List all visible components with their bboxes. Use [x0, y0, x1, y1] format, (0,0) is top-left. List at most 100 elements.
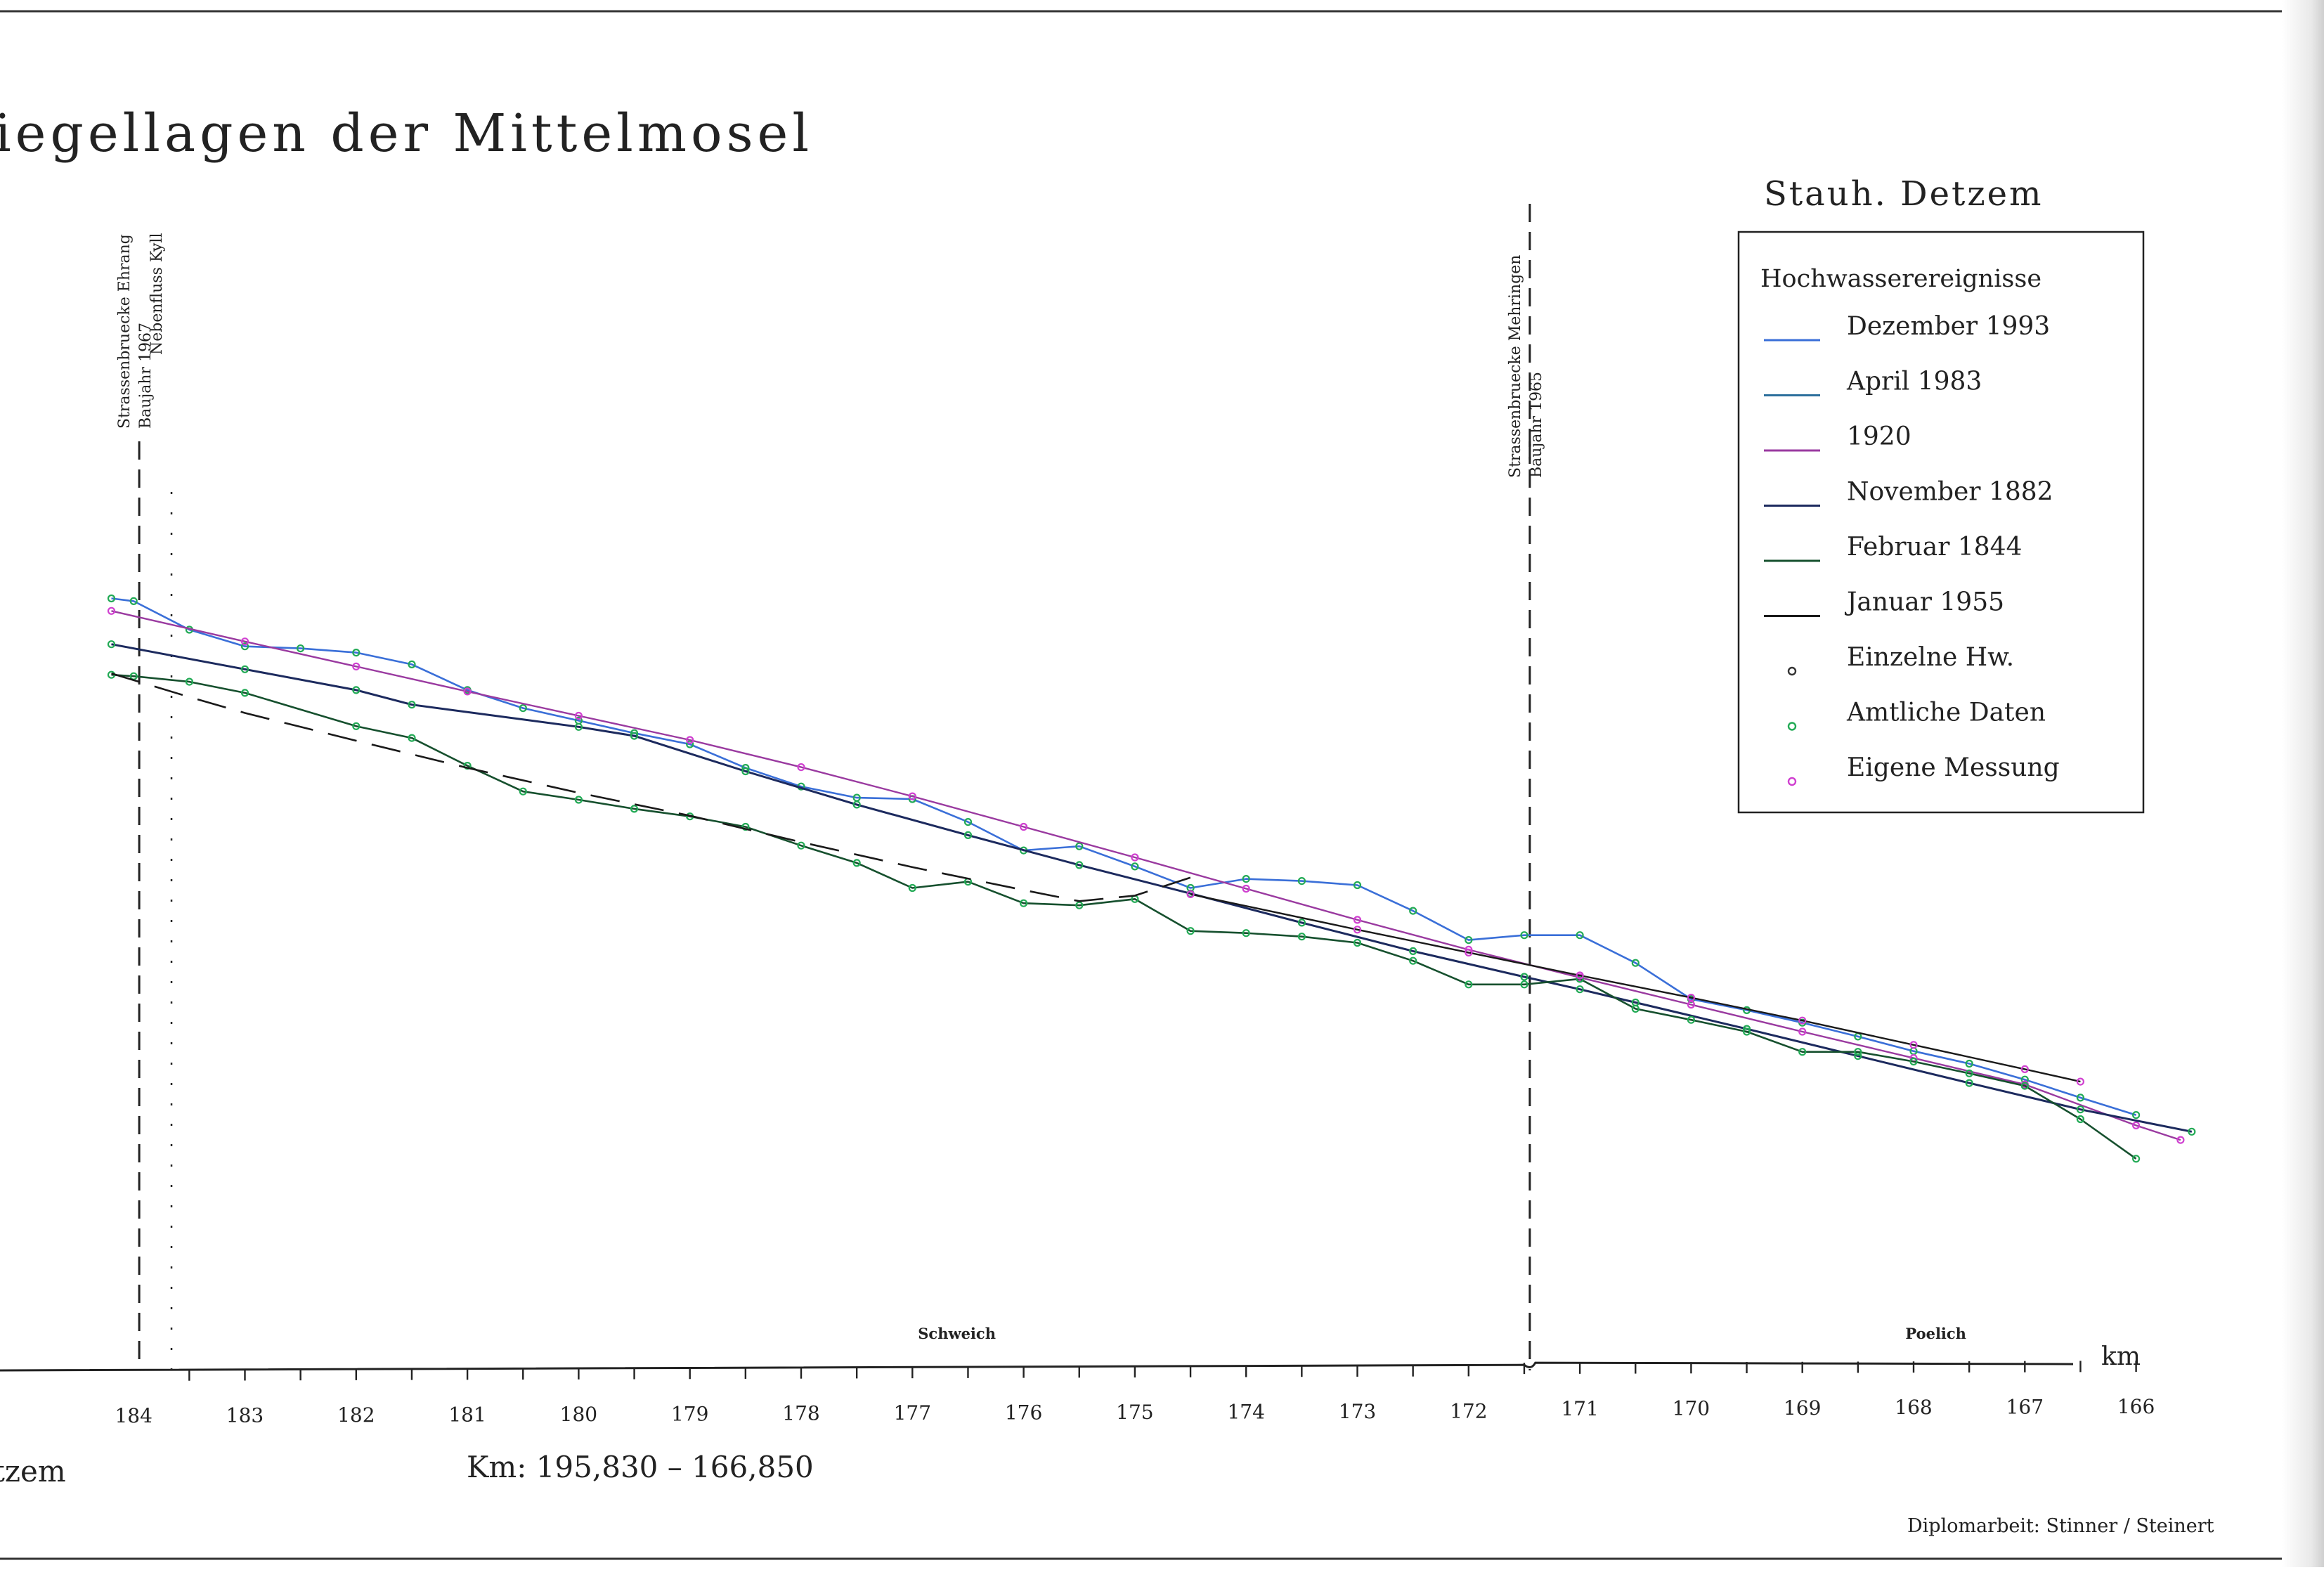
legend-label-amtliche-daten: Amtliche Daten — [1846, 699, 2046, 727]
point-november-1882-14 — [1576, 985, 1584, 994]
point-januar-1955-5 — [1798, 1016, 1807, 1025]
point-februar-1844-6 — [463, 761, 472, 770]
point-januar-1955-0 — [1186, 890, 1195, 899]
point-november-1882-3 — [408, 701, 416, 709]
point-dezember-1993-21 — [1242, 874, 1250, 883]
point-november-1882-9 — [1075, 861, 1084, 869]
point-februar-1844-32 — [1909, 1057, 1918, 1066]
point-1920-0 — [107, 606, 116, 615]
point-november-1882-12 — [1409, 947, 1417, 956]
legend-label-1920: 1920 — [1847, 422, 1911, 451]
point-november-1882-19 — [2076, 1105, 2084, 1114]
landmark-sublabel-ehrang: Baujahr 1967 — [137, 323, 155, 429]
legend-title: Hochwasserereignisse — [1760, 265, 2041, 293]
x-axis: 184 183 182 181 180 179 178 177 176 175 174 173 172 1… — [0, 1325, 2155, 1427]
series-line-november-1882 — [111, 643, 2193, 1133]
place-label-schweich: Schweich — [918, 1325, 996, 1342]
point-januar-1955-1 — [1353, 926, 1362, 934]
point-februar-1844-36 — [2132, 1155, 2141, 1163]
point-dezember-1993-19 — [1131, 862, 1139, 871]
x-tick-label-176: 176 — [1005, 1401, 1042, 1425]
point-februar-1844-21 — [1297, 933, 1306, 941]
station-title: Stauh. Detzem — [1764, 174, 2044, 214]
x-tick-label-168: 168 — [1895, 1396, 1932, 1419]
point-februar-1844-31 — [1854, 1048, 1862, 1056]
x-tick-label-179: 179 — [671, 1402, 708, 1425]
x-tick-label-180: 180 — [560, 1403, 597, 1426]
series-line-dashed-reference — [111, 672, 1191, 902]
point-1920-2 — [352, 662, 361, 670]
point-dezember-1993-4 — [297, 644, 305, 653]
legend-label-april-1983: April 1983 — [1846, 368, 1982, 396]
x-axis-baseline — [0, 1361, 2074, 1372]
point-februar-1844-3 — [240, 689, 249, 697]
point-dezember-1993-24 — [1409, 907, 1417, 915]
x-tick-label-171: 171 — [1561, 1397, 1598, 1420]
x-tick-label-173: 173 — [1339, 1400, 1376, 1423]
point-dezember-1993-18 — [1075, 842, 1084, 850]
point-november-1882-0 — [107, 640, 116, 649]
landmark-label-mehring: Strassenbruecke Mehringen — [1507, 255, 1524, 478]
x-tick-label-178: 178 — [782, 1402, 819, 1425]
x-tick-label-174: 174 — [1227, 1401, 1264, 1424]
series-layer — [107, 594, 2196, 1163]
point-november-1882-11 — [1297, 919, 1306, 927]
point-dezember-1993-27 — [1576, 931, 1584, 940]
point-januar-1955-8 — [2076, 1077, 2084, 1086]
page-edge-shadow — [2282, 0, 2324, 1567]
point-januar-1955-4 — [1687, 993, 1695, 1002]
point-februar-1844-9 — [630, 805, 639, 813]
point-februar-1844-29 — [1743, 1027, 1751, 1036]
point-dezember-1993-23 — [1353, 881, 1362, 890]
point-dezember-1993-22 — [1297, 876, 1306, 885]
series-line-dezember-1993 — [111, 597, 2136, 1116]
point-november-1882-1 — [240, 665, 249, 673]
point-november-1882-20 — [2188, 1127, 2196, 1136]
x-tick-label-170: 170 — [1673, 1396, 1710, 1420]
point-dezember-1993-0 — [107, 594, 116, 603]
legend-label-februar-1844: Februar 1844 — [1847, 533, 2023, 562]
point-februar-1844-28 — [1687, 1016, 1695, 1024]
point-januar-1955-7 — [2020, 1065, 2029, 1074]
point-februar-1844-14 — [908, 883, 916, 893]
point-februar-1844-27 — [1631, 1004, 1640, 1013]
landmark-sublabel-mehring: Baujahr 1965 — [1528, 372, 1545, 478]
point-november-1882-8 — [963, 831, 973, 840]
point-dezember-1993-3 — [240, 642, 249, 651]
point-januar-1955-3 — [1576, 971, 1584, 980]
point-1920-5 — [686, 736, 694, 744]
point-november-1882-13 — [1520, 973, 1528, 981]
point-november-1882-4 — [574, 722, 583, 731]
point-dezember-1993-11 — [686, 740, 694, 748]
point-november-1882-6 — [741, 767, 750, 776]
landmark-label-kyll: Nebenfluss Kyll — [148, 233, 166, 356]
point-november-1882-18 — [1965, 1079, 1973, 1087]
x-tick-label-175: 175 — [1116, 1401, 1153, 1424]
point-dezember-1993-5 — [352, 648, 361, 657]
point-dezember-1993-28 — [1631, 959, 1640, 967]
point-februar-1844-34 — [2020, 1082, 2029, 1090]
point-1920-19 — [2176, 1136, 2185, 1144]
x-tick-label-169: 169 — [1784, 1396, 1821, 1420]
point-dezember-1993-16 — [963, 817, 973, 826]
x-tick-label-182: 182 — [337, 1403, 375, 1427]
point-februar-1844-7 — [519, 787, 527, 796]
x-tick-label-184: 184 — [115, 1404, 152, 1427]
point-1920-8 — [1019, 822, 1028, 831]
point-1920-3 — [463, 687, 472, 696]
point-dezember-1993-6 — [408, 660, 416, 669]
point-1920-1 — [240, 637, 249, 646]
point-februar-1844-2 — [185, 677, 193, 686]
point-februar-1844-35 — [2076, 1115, 2084, 1124]
legend-label-dezember-1993: Dezember 1993 — [1847, 312, 2050, 341]
series-line-januar-1955 — [1190, 893, 2081, 1083]
point-1920-7 — [908, 792, 916, 800]
point-1920-4 — [574, 711, 583, 720]
series-line-februar-1844 — [111, 673, 2137, 1160]
point-dezember-1993-34 — [1965, 1059, 1973, 1068]
point-februar-1844-4 — [352, 722, 361, 730]
point-februar-1844-22 — [1353, 938, 1362, 947]
chart-title: iegellagen der Mittelmosel — [0, 103, 813, 164]
landmark-label-ehrang: Strassenbruecke Ehrang — [116, 234, 134, 429]
